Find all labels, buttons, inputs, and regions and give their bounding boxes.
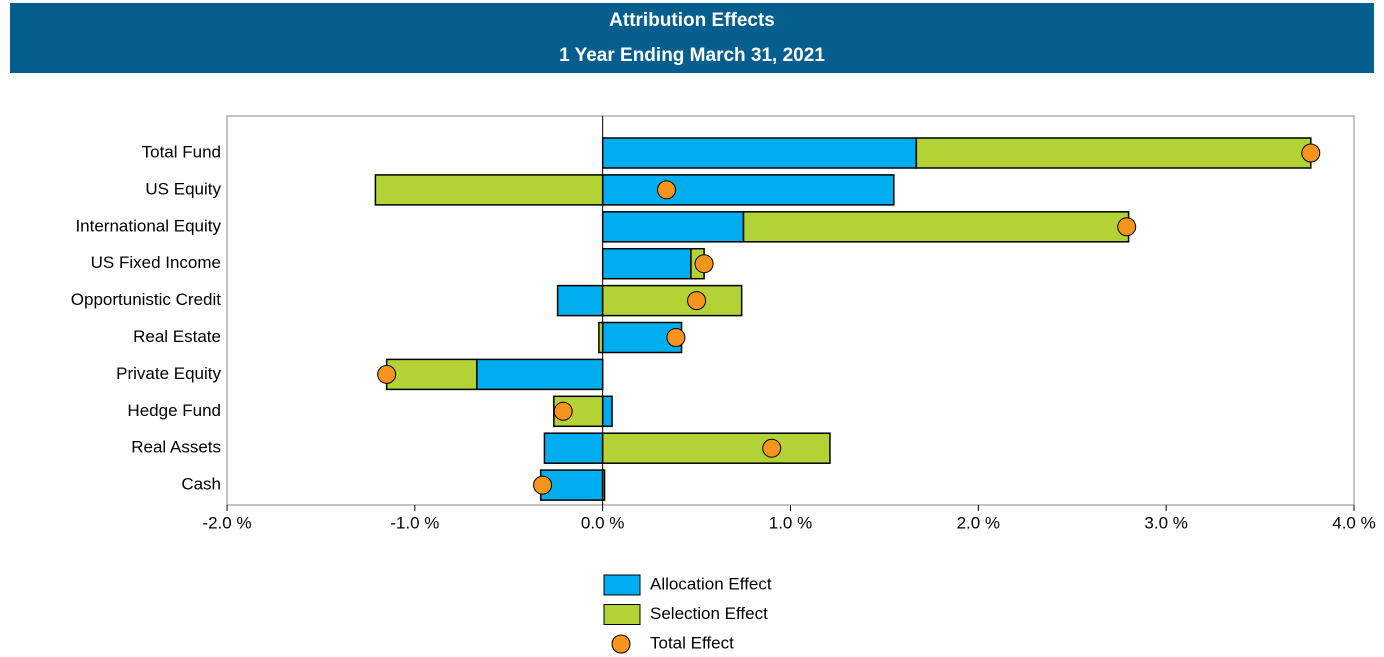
legend-swatch xyxy=(603,574,641,596)
bar xyxy=(601,284,743,317)
y-tick-label: Real Assets xyxy=(131,438,221,457)
bar xyxy=(385,358,478,391)
point xyxy=(553,401,573,421)
legend-label: Allocation Effect xyxy=(650,574,772,593)
bar xyxy=(601,174,895,206)
point xyxy=(694,254,714,274)
point xyxy=(377,364,397,384)
y-tick-label: Cash xyxy=(181,475,221,494)
y-tick-label: Private Equity xyxy=(116,364,221,383)
bar xyxy=(476,358,604,391)
legend-label: Total Effect xyxy=(650,633,734,652)
y-tick-label: International Equity xyxy=(75,216,221,235)
bar xyxy=(374,174,604,206)
bar xyxy=(543,432,604,464)
point xyxy=(1117,217,1137,237)
chart-subtitle: 1 Year Ending March 31, 2021 xyxy=(559,45,825,66)
y-tick-label: Real Estate xyxy=(133,327,221,346)
point xyxy=(657,180,677,200)
y-tick-label: Total Fund xyxy=(142,142,221,161)
point xyxy=(533,475,553,495)
legend-swatch xyxy=(603,604,641,625)
bar xyxy=(915,137,1312,169)
y-tick-label: Hedge Fund xyxy=(127,401,221,420)
y-tick-label: US Fixed Income xyxy=(91,253,221,272)
bar xyxy=(601,395,613,428)
x-tick-label: -1.0 % xyxy=(390,513,439,532)
point xyxy=(1301,143,1321,163)
legend-label: Selection Effect xyxy=(650,604,768,623)
point xyxy=(687,291,707,311)
bar xyxy=(601,469,606,501)
bar xyxy=(601,211,745,243)
x-tick-label: 4.0 % xyxy=(1332,513,1375,532)
title-banner xyxy=(10,3,1374,73)
x-tick-label: 0.0 % xyxy=(581,513,624,532)
point xyxy=(666,328,686,347)
bar xyxy=(601,137,918,169)
x-tick-label: -2.0 % xyxy=(202,513,251,532)
x-tick-label: 1.0 % xyxy=(769,513,812,532)
x-tick-label: 3.0 % xyxy=(1144,513,1187,532)
bar xyxy=(742,211,1130,243)
point xyxy=(762,438,782,458)
y-tick-label: Opportunistic Credit xyxy=(71,290,222,309)
bar xyxy=(601,432,831,464)
x-tick-label: 2.0 % xyxy=(957,513,1000,532)
chart-title: Attribution Effects xyxy=(609,10,775,31)
legend-swatch xyxy=(611,634,631,654)
bar xyxy=(601,247,692,280)
bar xyxy=(556,284,604,317)
y-tick-label: US Equity xyxy=(145,179,221,198)
bar xyxy=(598,321,604,354)
